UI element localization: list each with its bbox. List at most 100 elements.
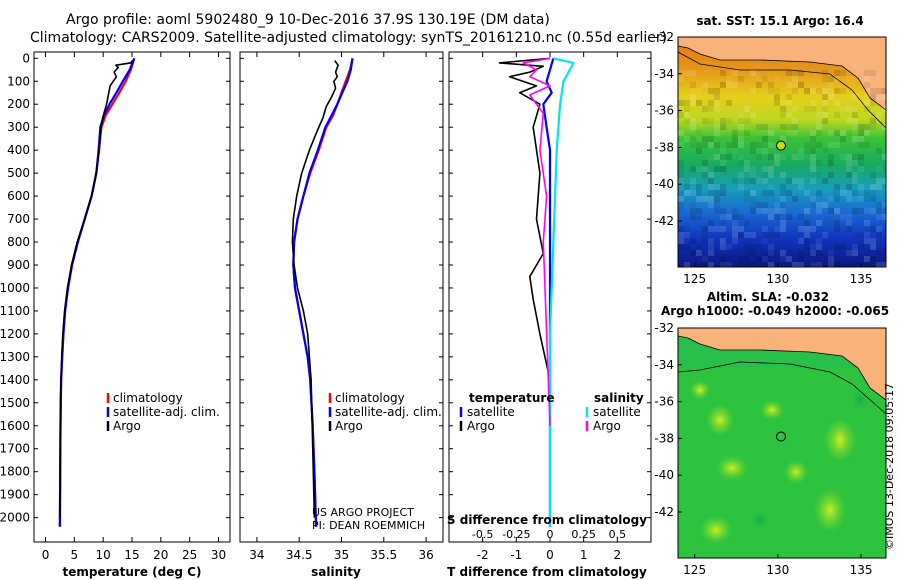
sst-map: sat. SST: 15.1 Argo: 16.4 -32 -34 -36 -38 -4… [654,14,887,286]
x-tick-label: 35 [334,548,349,562]
series-line-salinity-satellite [548,57,575,527]
legend-label: climatology [335,391,405,405]
legend-label: climatology [113,391,183,405]
lon-tick-label: 125 [683,563,706,577]
sla-coastline [678,335,886,401]
temperature-xlabel: temperature (deg C) [63,565,202,579]
legend-label: Argo [113,419,141,433]
depth-tick-label: 900 [7,258,30,272]
s-tick-label: 0 [547,528,554,541]
lat-tick-label: -38 [654,431,674,445]
legend-label: satellite-adj. clim. [113,405,220,419]
s-tick-label: -0.25 [502,528,530,541]
depth-tick-label: 1200 [0,327,30,341]
lat-tick-label: -42 [654,505,674,519]
lon-tick-label: 135 [850,272,873,286]
legend-heading: temperature [469,391,554,405]
legend-label: Argo [467,419,495,433]
x-tick-label: 34.5 [286,548,313,562]
sla-map: Altim. SLA: -0.032 Argo h1000: -0.049 h2… [654,290,889,577]
credit-line-2: PI: DEAN ROEMMICH [312,519,425,532]
sla-map-title: Altim. SLA: -0.032 [707,290,829,304]
series-line-climatology [58,57,136,527]
difference-panel: -2 -1 0 1 2-0.5 -0.25 0 0.25 0.5 temperaturesate… [447,51,652,579]
lon-tick-label: 135 [850,563,873,577]
lat-tick-label: -40 [654,177,674,191]
sst-argo-marker [776,140,787,151]
depth-tick-label: 1800 [0,465,30,479]
depth-tick-label: 0 [22,51,30,65]
depth-tick-label: 1300 [0,350,30,364]
depth-tick-label: 1100 [0,304,30,318]
s-tick-label: 0.25 [571,528,596,541]
lat-tick-label: -36 [654,395,674,409]
s-tick-label: 0.5 [609,528,627,541]
depth-tick-label: 700 [7,212,30,226]
t-difference-xlabel: T difference from climatology [447,565,647,579]
x-tick-label: 15 [124,548,139,562]
s-difference-label: S difference from climatology [447,513,647,527]
series-line-salinity-argo [522,57,551,426]
depth-tick-label: 1600 [0,419,30,433]
lat-tick-label: -34 [654,358,674,372]
lat-tick-label: -32 [654,30,674,44]
x-tick-label: 1 [580,548,588,562]
depth-tick-label: 1400 [0,373,30,387]
depth-tick-label: 1500 [0,396,30,410]
s-tick-label: -0.5 [472,528,493,541]
legend-label: Argo [593,419,621,433]
lon-tick-label: 125 [683,272,706,286]
sst-land [678,37,886,110]
legend-label: satellite [467,405,515,419]
x-tick-label: 34 [249,548,264,562]
sst-field [678,37,886,267]
salinity-xlabel: salinity [311,565,361,579]
sla-map-subtitle: Argo h1000: -0.049 h2000: -0.065 [661,304,889,318]
depth-tick-label: 300 [7,120,30,134]
sst-map-title: sat. SST: 15.1 Argo: 16.4 [696,14,863,28]
depth-tick-label: 100 [7,74,30,88]
depth-tick-label: 1700 [0,442,30,456]
title-line-1: Argo profile: aoml 5902480_9 10-Dec-2016… [66,12,550,28]
x-tick-label: 25 [182,548,197,562]
legend-label: Argo [335,419,363,433]
lon-tick-label: 130 [766,563,789,577]
depth-tick-label: 1900 [0,488,30,502]
lat-tick-label: -40 [654,468,674,482]
x-tick-label: 30 [211,548,226,562]
series-line-temperature-satellite [542,57,555,527]
series-line-satellite-adj-clim- [58,57,136,527]
x-tick-label: 36 [418,548,433,562]
x-tick-label: -2 [477,548,489,562]
salinity-panel: 34 34.5 35 35.5 36 climatologysatellite-adj.… [239,51,444,579]
sla-argo-marker [776,431,787,442]
sst-coastline [678,45,886,111]
series-line-satellite-adj-clim- [292,58,354,527]
legend-label: satellite [593,405,641,419]
lon-tick-label: 130 [766,272,789,286]
credit-line-1: US ARGO PROJECT [312,506,414,519]
depth-tick-label: 1000 [0,281,30,295]
x-tick-label: -1 [510,548,522,562]
imos-watermark: ©IMOS 13-Dec-2018 09:05:17 [883,383,896,550]
sst-shelf-contour [678,51,886,129]
x-tick-label: 20 [153,548,168,562]
series-line-climatology [292,58,354,527]
x-tick-label: 0 [42,548,50,562]
legend-label: satellite-adj. clim. [335,405,442,419]
series-line-argo [59,60,134,518]
depth-tick-label: 2000 [0,511,30,525]
lat-tick-label: -32 [654,321,674,335]
title-line-2: Climatology: CARS2009. Satellite-adjuste… [30,30,667,46]
sla-shelf-contour [678,361,886,415]
depth-tick-label: 600 [7,189,30,203]
x-tick-label: 2 [614,548,622,562]
lat-tick-label: -38 [654,140,674,154]
series-line-argo [291,60,339,518]
legend-heading: salinity [594,391,644,405]
x-tick-label: 5 [71,548,79,562]
x-tick-label: 35.5 [370,548,397,562]
series-line-temperature-argo [498,57,551,527]
depth-tick-label: 800 [7,235,30,249]
